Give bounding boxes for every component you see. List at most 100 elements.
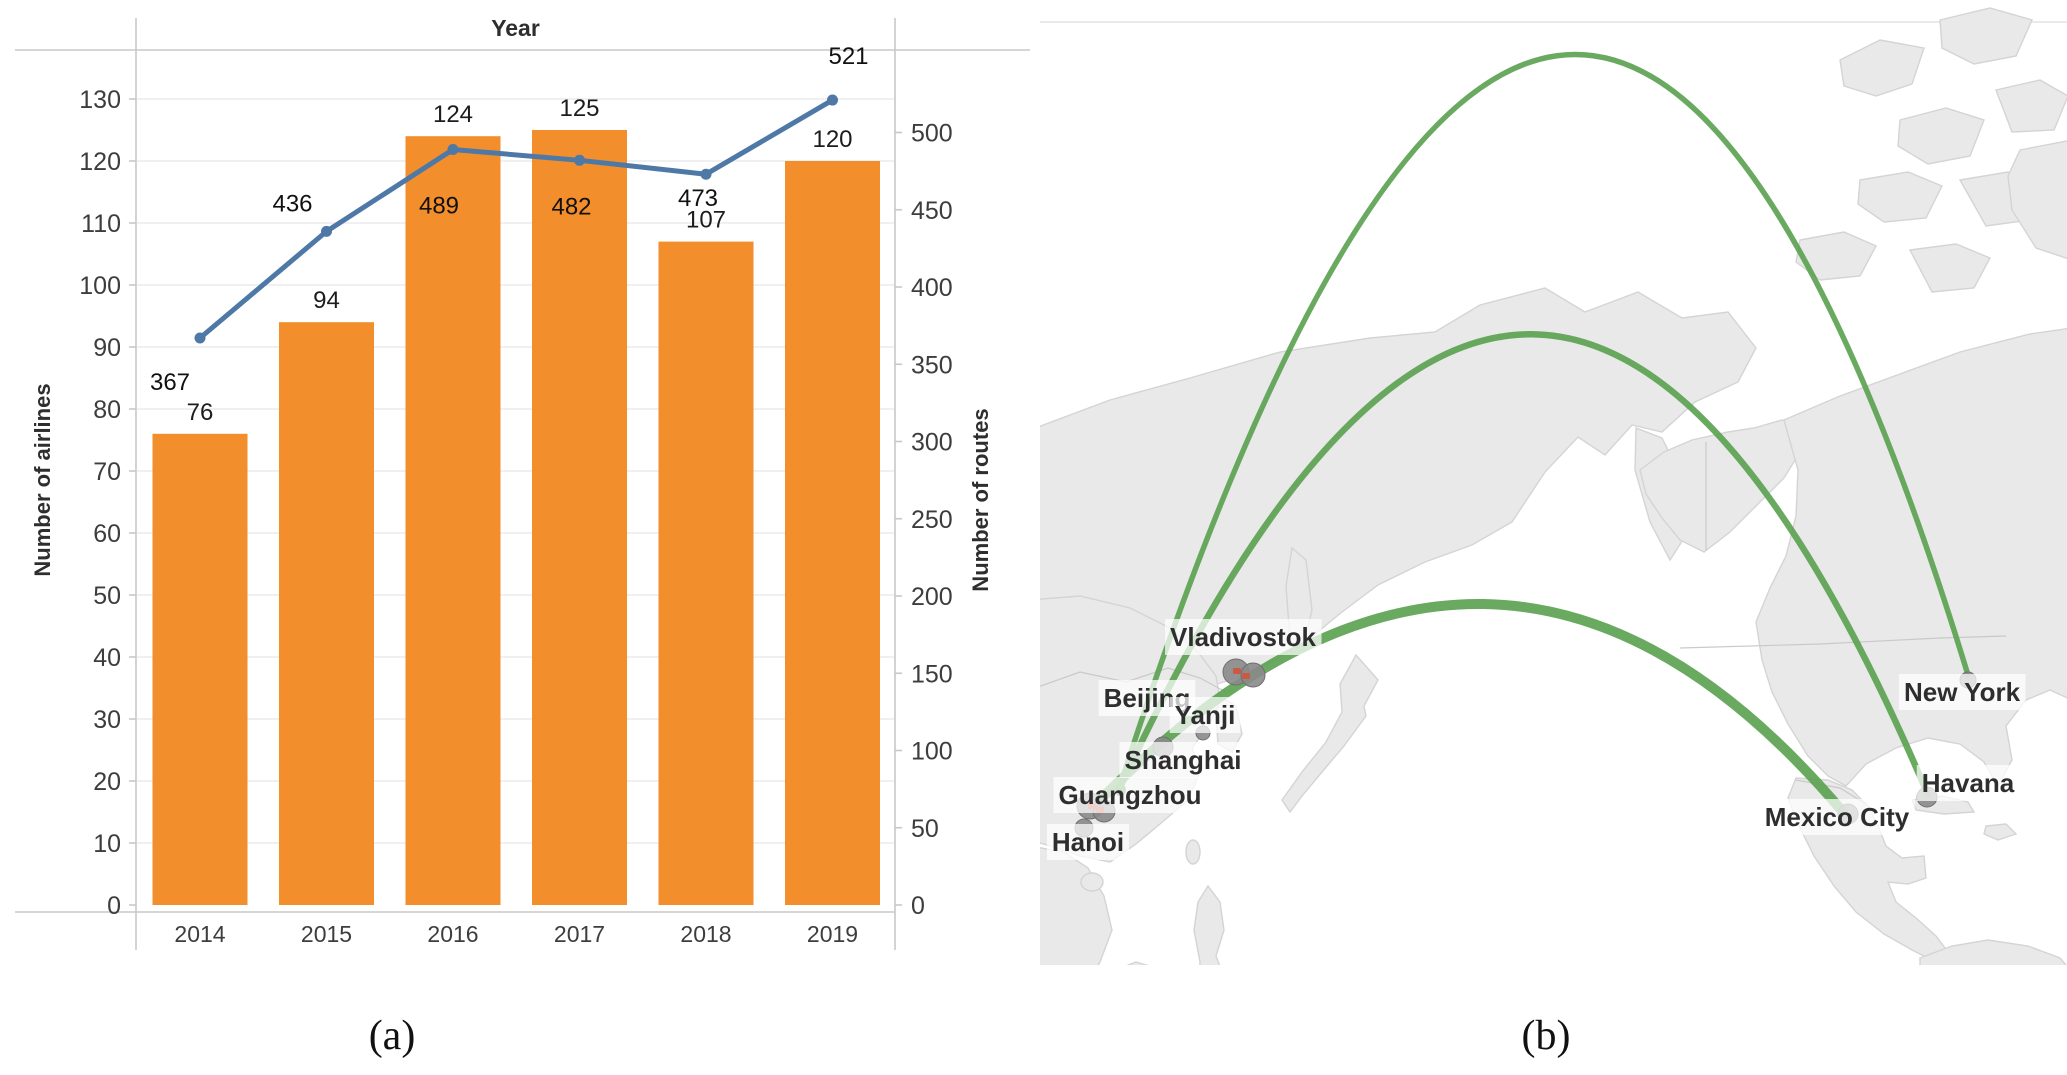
city-label-bg-vladivostok — [1165, 619, 1322, 655]
airline-mark — [1242, 673, 1250, 679]
right-tick-label: 350 — [911, 351, 953, 379]
line-series-number-of-routes — [194, 94, 838, 344]
bar-2016 — [405, 136, 501, 905]
left-tick-label: 40 — [93, 644, 121, 672]
routes-marker-2017 — [574, 154, 585, 166]
x-label-2019: 2019 — [807, 921, 858, 947]
land-arctic-island-1 — [1839, 39, 1925, 97]
land-south-america — [1919, 939, 2067, 965]
chart-gridlines — [137, 98, 894, 844]
right-tick-label: 400 — [911, 274, 953, 302]
bar-label-2014: 76 — [187, 399, 214, 426]
bar-series-number-of-airlines — [152, 130, 880, 906]
border-us-canada — [1679, 635, 2007, 649]
routes-marker-2015 — [321, 225, 332, 237]
bar-label-2017: 125 — [559, 95, 599, 122]
left-axis-title: Number of airlines — [30, 383, 55, 576]
right-axis-title: Number of routes — [968, 408, 993, 591]
bar-label-2018: 107 — [686, 207, 726, 234]
left-tick-label: 130 — [79, 86, 121, 114]
bar-label-2019: 120 — [812, 126, 852, 153]
airline-mark — [1233, 668, 1241, 674]
land-canada-us — [1755, 328, 2067, 788]
flight-routes-map: VladivostokBeijingYanjiShanghaiGuangzhou… — [1040, 7, 2067, 965]
city-label-bg-havana — [1916, 765, 2020, 801]
land-hispaniola — [1983, 823, 2018, 841]
routes-marker-2014 — [194, 332, 206, 344]
city-label-vladivostok: Vladivostok — [1170, 622, 1316, 652]
bar-2017 — [532, 130, 627, 905]
left-tick-label: 90 — [93, 334, 121, 362]
land-japan — [1281, 653, 1379, 814]
city-label-new-york: New York — [1904, 677, 2021, 707]
routes-line — [197, 97, 835, 341]
city-label-bg-new-york — [1898, 674, 2026, 710]
city-label-mexico-city: Mexico City — [1765, 802, 1910, 832]
city-label-bg-shanghai — [1119, 742, 1247, 778]
map-landmasses — [1040, 7, 2067, 965]
x-axis-labels: 2014 2015 2016 2017 2018 2019 — [174, 921, 858, 947]
right-tick-label: 0 — [911, 892, 925, 920]
right-axis-ticks: 0 50 100 150 200 250 300 350 400 450 500 — [895, 120, 953, 920]
left-axis-ticks: 0 10 20 30 40 50 60 70 80 90 100 110 120 130 — [79, 86, 136, 920]
route-arc-new-york — [1115, 52, 1971, 795]
land-arctic-island-7 — [1795, 231, 1877, 281]
land-borneo — [1126, 961, 1149, 965]
bar-label-2016: 124 — [433, 101, 473, 128]
right-tick-label: 450 — [911, 197, 953, 225]
line-label-2015: 436 — [272, 190, 312, 217]
x-label-2017: 2017 — [554, 921, 605, 947]
data-labels: 76 94 124 125 107 120 367 436 489 482 473 521 — [150, 43, 869, 426]
line-label-2016: 489 — [419, 192, 459, 219]
bar-2014 — [152, 433, 248, 905]
x-label-2015: 2015 — [301, 921, 352, 947]
route-arc-havana — [1114, 331, 1932, 799]
left-tick-label: 80 — [93, 396, 121, 424]
border-russia-china — [1040, 667, 1227, 693]
chart-title: Year — [491, 15, 540, 41]
left-tick-label: 100 — [79, 272, 121, 300]
left-tick-label: 10 — [93, 830, 121, 858]
city-label-bg-hanoi — [1046, 824, 1130, 860]
airlines-routes-chart: 0 10 20 30 40 50 60 70 80 90 100 110 120 130 0 50 100 150… — [15, 15, 1030, 950]
routes-marker-2019 — [827, 94, 838, 106]
left-tick-label: 110 — [81, 210, 121, 238]
line-label-2018: 473 — [678, 185, 718, 212]
city-label-shanghai: Shanghai — [1124, 745, 1241, 775]
right-tick-label: 50 — [911, 815, 939, 843]
land-indochina — [1040, 847, 1113, 965]
city-label-guangzhou: Guangzhou — [1059, 780, 1202, 810]
land-arctic-island-2 — [1939, 7, 2033, 65]
left-tick-label: 20 — [93, 768, 121, 796]
bar-2019 — [785, 161, 880, 905]
land-arctic-island-3 — [1897, 107, 1985, 165]
bar-2015 — [279, 322, 374, 905]
land-hainan — [1080, 872, 1104, 892]
land-arctic-island-8 — [1908, 243, 1991, 293]
bar-label-2015: 94 — [313, 287, 340, 314]
bar-2018 — [658, 241, 754, 906]
left-tick-label: 0 — [107, 892, 121, 920]
city-label-yanji: Yanji — [1175, 700, 1236, 730]
line-label-2014: 367 — [150, 369, 190, 396]
city-label-havana: Havana — [1922, 768, 2015, 798]
land-arctic-island-5 — [1857, 171, 1943, 223]
city-labels: VladivostokBeijingYanjiShanghaiGuangzhou… — [1046, 619, 2026, 860]
right-tick-label: 300 — [911, 429, 953, 457]
land-taiwan — [1185, 839, 1201, 865]
x-label-2016: 2016 — [427, 921, 478, 947]
line-label-2017: 482 — [551, 193, 591, 220]
right-tick-label: 250 — [911, 506, 953, 534]
left-tick-label: 120 — [79, 148, 121, 176]
city-label-hanoi: Hanoi — [1052, 827, 1124, 857]
left-tick-label: 70 — [93, 458, 121, 486]
routes-marker-2018 — [700, 168, 712, 180]
line-label-2019: 521 — [828, 43, 868, 70]
right-tick-label: 150 — [911, 660, 953, 688]
right-tick-label: 100 — [911, 738, 953, 766]
city-label-bg-yanji — [1169, 697, 1241, 733]
land-philippines — [1193, 884, 1225, 965]
caption-panel-b: (b) — [1521, 1013, 1571, 1059]
city-label-bg-mexico-city — [1759, 799, 1915, 835]
